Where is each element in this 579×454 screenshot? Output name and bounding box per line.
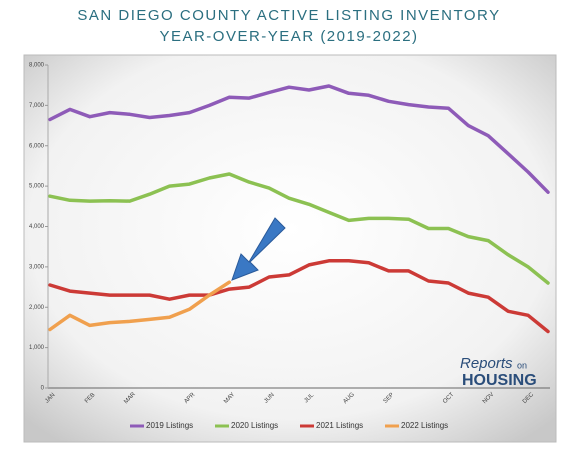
y-tick-label: 0 <box>41 386 45 392</box>
y-tick-label: 6,000 <box>29 143 45 149</box>
series-line <box>48 259 550 334</box>
y-tick-label: 1,000 <box>29 345 45 351</box>
legend-label: 2019 Listings <box>146 421 193 430</box>
series-line <box>48 84 550 194</box>
y-tick-label: 5,000 <box>29 184 45 190</box>
legend-item: 2020 Listings <box>215 421 278 430</box>
series-line <box>48 172 550 285</box>
legend-item: 2019 Listings <box>130 421 193 430</box>
y-tick-label: 8,000 <box>29 63 45 69</box>
legend-item: 2021 Listings <box>300 421 363 430</box>
arrow <box>231 217 286 281</box>
logo-name: HOUSING <box>462 372 537 389</box>
chart-title: SAN DIEGO COUNTY ACTIVE LISTING INVENTOR… <box>77 7 500 24</box>
y-tick-label: 4,000 <box>29 224 45 230</box>
legend-label: 2020 Listings <box>231 421 278 430</box>
y-tick-label: 3,000 <box>29 264 45 270</box>
y-tick-label: 2,000 <box>29 305 45 311</box>
legend-label: 2022 Listings <box>401 421 448 430</box>
chart-subtitle: YEAR-OVER-YEAR (2019-2022) <box>159 28 418 45</box>
chart-panel <box>23 54 557 443</box>
legend-label: 2021 Listings <box>316 421 363 430</box>
y-tick-label: 7,000 <box>29 103 45 109</box>
legend-item: 2022 Listings <box>385 421 448 430</box>
logo-small: on <box>517 360 527 370</box>
series-line <box>48 280 232 332</box>
logo-brand: Reports <box>460 355 513 372</box>
logo: Reports on HOUSING <box>460 355 537 389</box>
